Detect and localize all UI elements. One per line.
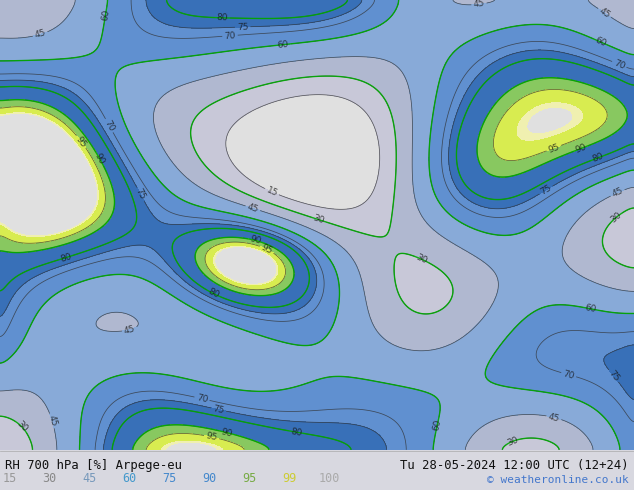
Text: 30: 30 xyxy=(609,210,623,224)
Text: 75: 75 xyxy=(212,404,225,415)
Text: 95: 95 xyxy=(260,243,274,256)
Text: 45: 45 xyxy=(246,202,259,214)
Text: 80: 80 xyxy=(591,151,605,164)
Text: 45: 45 xyxy=(547,412,560,423)
Text: 70: 70 xyxy=(562,369,576,381)
Text: 90: 90 xyxy=(93,152,107,166)
Text: 95: 95 xyxy=(243,472,257,485)
Text: 75: 75 xyxy=(607,368,621,383)
Text: 90: 90 xyxy=(202,472,217,485)
Text: 60: 60 xyxy=(432,418,443,432)
Text: Tu 28-05-2024 12:00 UTC (12+24): Tu 28-05-2024 12:00 UTC (12+24) xyxy=(400,459,629,472)
Text: 30: 30 xyxy=(312,214,326,226)
Text: 75: 75 xyxy=(539,183,553,197)
Text: 90: 90 xyxy=(249,235,262,246)
Text: 15: 15 xyxy=(265,185,279,198)
Text: 60: 60 xyxy=(593,35,607,49)
Text: 80: 80 xyxy=(216,13,228,23)
Text: 45: 45 xyxy=(473,0,485,9)
Text: 70: 70 xyxy=(224,31,236,41)
Text: 95: 95 xyxy=(74,134,88,149)
Text: © weatheronline.co.uk: © weatheronline.co.uk xyxy=(487,475,629,485)
Text: 30: 30 xyxy=(42,472,56,485)
Text: 60: 60 xyxy=(277,40,290,49)
Text: 45: 45 xyxy=(611,186,624,199)
Text: 60: 60 xyxy=(100,9,111,22)
Text: 45: 45 xyxy=(123,324,136,336)
Text: 100: 100 xyxy=(319,472,340,485)
Text: 30: 30 xyxy=(415,253,429,266)
Text: 70: 70 xyxy=(103,119,116,133)
Text: 30: 30 xyxy=(506,435,520,447)
Text: 75: 75 xyxy=(236,22,249,32)
Text: 90: 90 xyxy=(574,143,588,155)
Text: 70: 70 xyxy=(612,58,626,71)
Text: 95: 95 xyxy=(205,431,218,442)
Text: 75: 75 xyxy=(162,472,177,485)
Text: 45: 45 xyxy=(34,28,47,40)
Text: 60: 60 xyxy=(585,303,597,314)
Text: RH 700 hPa [%] Arpege-eu: RH 700 hPa [%] Arpege-eu xyxy=(5,459,182,472)
Text: 80: 80 xyxy=(59,252,72,264)
Text: 30: 30 xyxy=(15,419,29,434)
Text: 45: 45 xyxy=(597,6,612,20)
Text: 75: 75 xyxy=(134,187,147,201)
Text: 60: 60 xyxy=(122,472,137,485)
Text: 45: 45 xyxy=(82,472,96,485)
Text: 90: 90 xyxy=(220,427,233,439)
Text: 80: 80 xyxy=(206,287,221,300)
Text: 99: 99 xyxy=(283,472,297,485)
Text: 80: 80 xyxy=(290,427,302,438)
Text: 95: 95 xyxy=(547,142,560,154)
Text: 70: 70 xyxy=(195,393,209,404)
Text: 45: 45 xyxy=(46,414,58,428)
Text: 15: 15 xyxy=(3,472,16,485)
